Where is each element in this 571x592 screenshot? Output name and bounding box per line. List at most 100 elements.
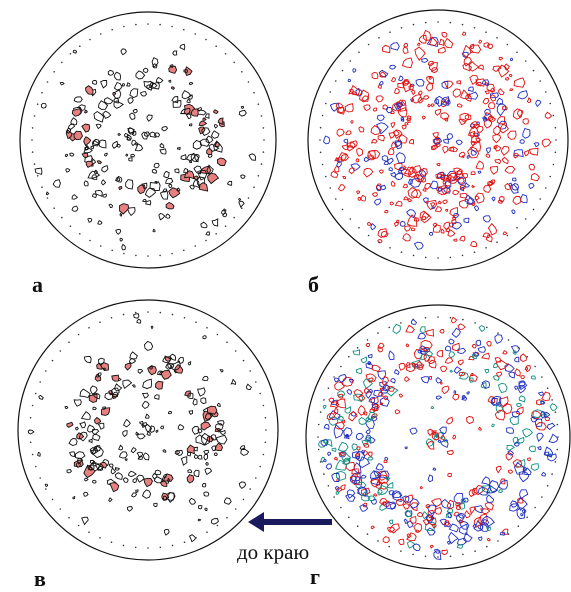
contour [411, 228, 415, 231]
contour [201, 222, 207, 228]
contour [143, 423, 147, 427]
contour [423, 188, 426, 191]
contour [163, 450, 166, 453]
contour [467, 416, 474, 423]
contour [406, 325, 414, 332]
contour [388, 149, 394, 155]
contour [529, 184, 534, 189]
contour [385, 210, 388, 212]
edge-dot [323, 473, 325, 475]
contour [471, 172, 475, 175]
contour [515, 442, 520, 446]
contour [109, 204, 113, 207]
contour [433, 133, 438, 138]
contour [189, 498, 195, 504]
contour [97, 161, 101, 164]
edge-dot [320, 152, 322, 154]
contour [357, 148, 363, 156]
edge-dot [545, 91, 547, 93]
edge-dot [53, 207, 55, 209]
contour [513, 178, 517, 181]
contour [485, 91, 489, 94]
contour [380, 504, 387, 510]
edge-dot [52, 499, 54, 501]
edge-dot [425, 257, 427, 259]
contour [391, 43, 400, 50]
contour [510, 417, 518, 425]
edge-dot [265, 417, 267, 419]
edge-dot [507, 44, 509, 46]
panel-label: б [308, 272, 319, 297]
contour [378, 135, 384, 141]
edge-dot [329, 187, 331, 189]
contour [348, 79, 350, 82]
edge-dot [253, 186, 255, 188]
edge-dot [368, 235, 370, 237]
contour [207, 149, 212, 155]
contour [364, 105, 370, 111]
edge-dot [41, 92, 43, 94]
contour [112, 375, 119, 381]
contour [410, 428, 417, 434]
edge-dot [217, 525, 219, 527]
contour [115, 83, 122, 91]
contour [515, 386, 518, 389]
contour [521, 376, 525, 379]
contour [188, 362, 190, 365]
contour [365, 388, 370, 393]
contour [136, 490, 138, 493]
contour [142, 402, 149, 409]
contour [469, 490, 474, 497]
contour [515, 357, 519, 362]
contour [445, 358, 452, 363]
contour [177, 188, 180, 191]
contour [483, 216, 490, 222]
contour [138, 369, 143, 373]
contour [406, 364, 415, 372]
contour [429, 518, 436, 525]
contour [74, 97, 82, 102]
contour [76, 427, 79, 430]
contour [447, 541, 450, 544]
edge-dot [317, 436, 319, 438]
contour [408, 198, 412, 201]
contour [199, 121, 206, 126]
edge-dot [253, 92, 255, 94]
edge-dot [516, 52, 518, 54]
contour [457, 81, 461, 84]
contour [220, 370, 223, 372]
edge-dot [516, 227, 518, 229]
contour [205, 468, 212, 474]
contour [440, 330, 444, 334]
contour [514, 78, 525, 87]
edge-dot [225, 225, 227, 227]
contour [458, 324, 465, 330]
contour [470, 507, 475, 514]
contour [460, 236, 465, 241]
edge-dot [32, 127, 34, 129]
contour [143, 379, 152, 388]
edge-dot [450, 22, 452, 24]
contour [512, 210, 515, 214]
edge-dot [462, 24, 464, 26]
contour [129, 471, 137, 476]
panel-label: а [32, 272, 43, 297]
edge-dot [159, 255, 161, 257]
contour [405, 447, 407, 449]
contour [113, 93, 116, 96]
contour [199, 183, 207, 191]
contour [442, 550, 448, 555]
contour [138, 185, 146, 194]
contour [39, 395, 43, 399]
contour [201, 422, 211, 430]
edge-dot [335, 80, 337, 82]
edge-dot [378, 241, 380, 243]
edge-dot [30, 417, 32, 419]
panel-a [20, 12, 276, 268]
edge-dot [111, 317, 113, 319]
contour [418, 91, 422, 94]
contour [354, 463, 361, 473]
edge-dot [215, 45, 217, 47]
contour [510, 75, 512, 77]
contour [73, 50, 76, 53]
